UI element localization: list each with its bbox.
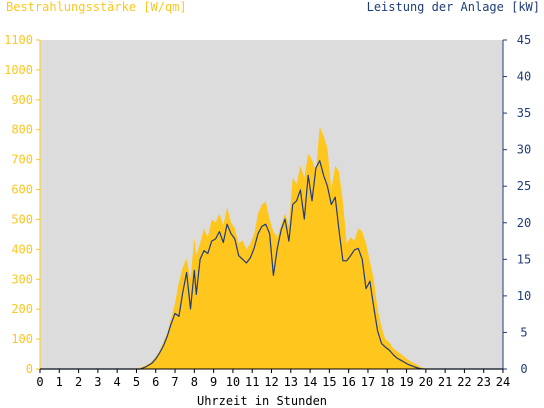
x-tick-label: 19 [399,375,413,389]
left-tick-label: 800 [11,123,33,137]
left-tick-label: 300 [11,272,33,286]
left-tick-label: 1100 [4,33,33,47]
x-tick-label: 4 [114,375,121,389]
x-tick-label: 20 [419,375,433,389]
x-axis-ticks: 0 1 2 3 4 5 6 7 8 9 10 11 12 13 14 15 16 17 18 19 20 21 22 23 24 [36,369,510,389]
x-tick-label: 1 [56,375,63,389]
power-line-layer [40,160,503,370]
right-tick-label: 15 [517,252,531,266]
right-axis-ticks: 0 5 10 15 20 25 30 35 40 45 [503,33,531,376]
left-tick-label: 1000 [4,63,33,77]
x-tick-label: 21 [438,375,452,389]
x-tick-label: 10 [226,375,240,389]
left-axis-ticks: 0 100 200 300 400 500 600 700 800 900 1000 1100 [4,33,40,376]
left-tick-label: 600 [11,183,33,197]
right-tick-label: 45 [517,33,531,47]
right-tick-label: 5 [520,325,527,339]
right-tick-label: 25 [517,179,531,193]
x-tick-label: 23 [476,375,490,389]
left-tick-label: 500 [11,212,33,226]
right-axis-title: Leistung der Anlage [kW] [367,0,540,14]
x-tick-label: 12 [264,375,278,389]
x-axis-title: Uhrzeit in Stunden [197,394,327,408]
x-tick-label: 5 [133,375,140,389]
right-tick-label: 10 [517,289,531,303]
irradiance-area [40,126,503,369]
x-tick-label: 9 [210,375,217,389]
x-tick-label: 15 [322,375,336,389]
left-tick-label: 900 [11,93,33,107]
right-tick-label: 30 [517,143,531,157]
x-tick-label: 24 [496,375,510,389]
x-tick-label: 22 [457,375,471,389]
x-tick-label: 16 [341,375,355,389]
left-tick-label: 100 [11,332,33,346]
left-tick-label: 200 [11,302,33,316]
left-axis-title: Bestrahlungsstärke [W/qm] [6,0,187,14]
right-tick-label: 40 [517,70,531,84]
right-tick-label: 35 [517,106,531,120]
irradiance-area-layer [40,126,503,369]
x-tick-label: 6 [152,375,159,389]
left-tick-label: 0 [26,362,33,376]
x-tick-label: 11 [245,375,259,389]
x-tick-label: 14 [303,375,317,389]
x-tick-label: 17 [361,375,375,389]
x-tick-label: 8 [191,375,198,389]
x-tick-label: 0 [36,375,43,389]
x-tick-label: 2 [75,375,82,389]
x-tick-label: 7 [171,375,178,389]
power-line [40,160,503,370]
right-tick-label: 0 [520,362,527,376]
right-tick-label: 20 [517,216,531,230]
x-tick-label: 18 [380,375,394,389]
x-tick-label: 13 [284,375,298,389]
x-tick-label: 3 [94,375,101,389]
left-tick-label: 400 [11,242,33,256]
left-tick-label: 700 [11,153,33,167]
